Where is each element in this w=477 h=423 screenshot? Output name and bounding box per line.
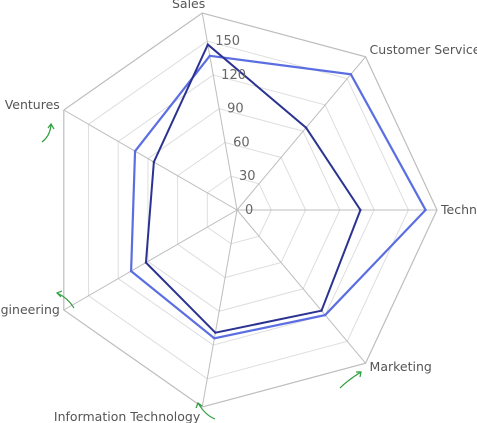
data-point <box>206 43 210 46</box>
arrow-icon <box>41 122 55 143</box>
category-label: Engineering <box>0 302 60 317</box>
radial-tick-label: 0 <box>245 203 253 218</box>
data-point <box>359 208 362 212</box>
radial-tick-label: 120 <box>221 68 246 83</box>
data-point <box>214 331 217 334</box>
series-polygon-1 <box>129 54 427 340</box>
series-polygon-2 <box>144 42 362 334</box>
axis-spoke <box>63 109 238 211</box>
data-point <box>424 208 427 212</box>
axis-spoke <box>236 209 366 364</box>
category-label: Technical <box>440 202 477 217</box>
data-point <box>152 160 156 164</box>
category-label: Marketing <box>370 359 432 374</box>
grid-ring <box>147 108 341 312</box>
axis-spoke <box>201 209 238 408</box>
data-point <box>208 54 212 58</box>
radar-grid <box>63 12 438 408</box>
radial-tick-label: 60 <box>233 135 250 150</box>
category-label: Ventures <box>5 97 60 112</box>
data-point <box>323 313 327 317</box>
radial-tick-label: 30 <box>239 169 256 184</box>
category-label: Customer Service <box>370 42 477 57</box>
category-label: Sales <box>172 0 205 11</box>
radial-tick-label: 150 <box>215 34 240 49</box>
grid-ring <box>63 12 438 408</box>
category-label: Information Technology <box>54 409 201 423</box>
data-point <box>320 309 323 312</box>
axis-spoke <box>63 209 238 311</box>
axis-spoke <box>236 56 366 211</box>
arrow-annotations <box>41 122 362 420</box>
grid-ring <box>206 175 272 245</box>
radar-series <box>129 42 427 340</box>
grid-ring <box>117 74 375 346</box>
radial-tick-labels: 0 30 60 90 120 150 <box>215 34 255 218</box>
data-point <box>304 126 308 129</box>
data-point <box>133 149 137 153</box>
data-point <box>349 73 353 76</box>
data-point <box>213 337 216 340</box>
arrow-icon <box>339 371 362 389</box>
data-point <box>129 269 133 273</box>
grid-ring <box>177 141 307 279</box>
radial-tick-label: 90 <box>227 102 244 117</box>
grid-ring <box>88 40 409 380</box>
arrow-icon <box>195 402 216 420</box>
arrow-icon <box>55 290 75 309</box>
data-point <box>144 261 148 264</box>
